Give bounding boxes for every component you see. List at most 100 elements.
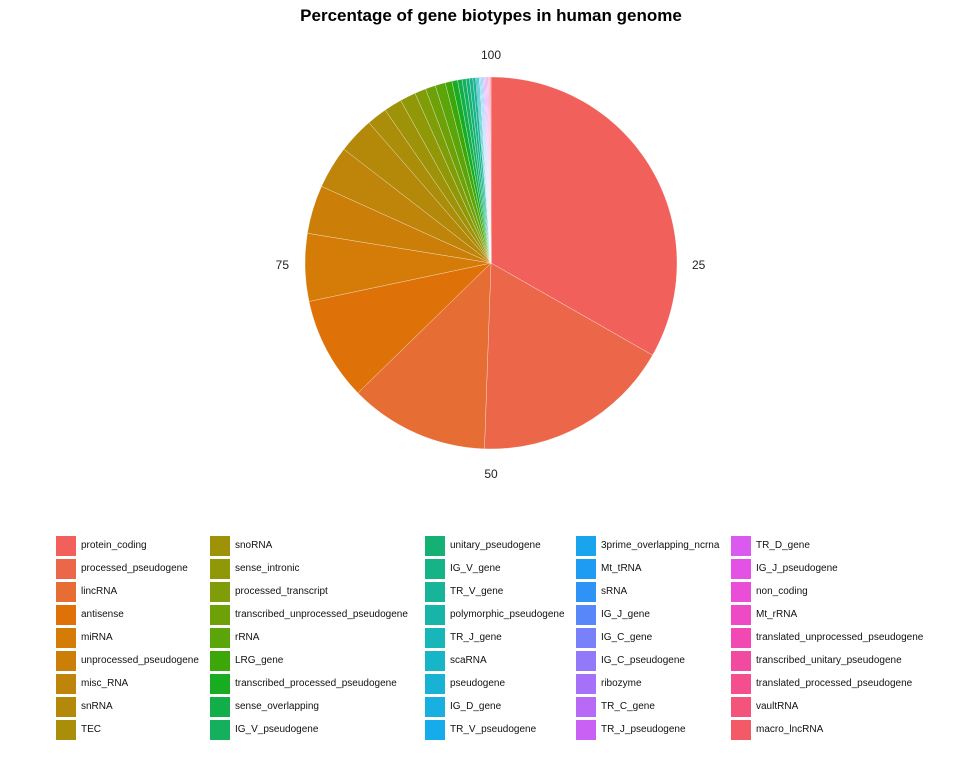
legend-item: protein_coding (56, 536, 316, 559)
legend-key-swatch (56, 536, 76, 556)
legend-key-swatch (425, 628, 445, 648)
legend-key-swatch (425, 651, 445, 671)
legend-item: TR_V_gene (425, 582, 685, 605)
legend-label: snoRNA (235, 540, 273, 551)
legend-key-swatch (425, 605, 445, 625)
legend-item: translated_unprocessed_pseudogene (731, 628, 960, 651)
legend-item: IG_J_gene (576, 605, 836, 628)
legend-key-swatch (210, 720, 230, 740)
legend-item: Mt_rRNA (731, 605, 960, 628)
legend-key-swatch (731, 605, 751, 625)
legend-item: antisense (56, 605, 316, 628)
legend-label: sRNA (601, 586, 628, 597)
legend-item: IG_V_gene (425, 559, 685, 582)
legend-item: TR_C_gene (576, 697, 836, 720)
legend-label: miRNA (81, 632, 113, 643)
legend-key-swatch (56, 559, 76, 579)
legend-key-swatch (731, 628, 751, 648)
pie-slices (304, 76, 678, 450)
legend-key-swatch (576, 697, 596, 717)
legend-key-swatch (210, 536, 230, 556)
legend-label: transcribed_unprocessed_pseudogene (235, 609, 408, 620)
legend-key-swatch (731, 720, 751, 740)
legend-key-swatch (210, 605, 230, 625)
legend-item: snoRNA (210, 536, 470, 559)
legend-item: translated_processed_pseudogene (731, 674, 960, 697)
legend-key-swatch (56, 628, 76, 648)
legend-label: IG_D_gene (450, 701, 502, 712)
legend-item: pseudogene (425, 674, 685, 697)
legend-label: TR_V_pseudogene (450, 724, 537, 735)
legend-label: rRNA (235, 632, 260, 643)
legend-label: antisense (81, 609, 124, 620)
tick-label-75: 75 (276, 258, 290, 272)
legend-item: lincRNA (56, 582, 316, 605)
legend-label: lincRNA (81, 586, 118, 597)
legend-label: transcribed_unitary_pseudogene (756, 655, 902, 666)
legend-item: rRNA (210, 628, 470, 651)
legend-key-swatch (576, 582, 596, 602)
legend-label: IG_J_pseudogene (756, 563, 838, 574)
legend-label: IG_V_gene (450, 563, 501, 574)
legend-key-swatch (731, 582, 751, 602)
pie-slice-processed-pseudogene (484, 262, 653, 450)
legend-item: ribozyme (576, 674, 836, 697)
legend-label: TR_D_gene (756, 540, 810, 551)
legend-key-swatch (425, 720, 445, 740)
legend-item: non_coding (731, 582, 960, 605)
legend-key-swatch (576, 720, 596, 740)
pie-slice-protein-coding (490, 76, 678, 356)
legend-key-swatch (56, 605, 76, 625)
legend-label: sense_overlapping (235, 701, 319, 712)
legend-item: LRG_gene (210, 651, 470, 674)
legend-key-swatch (576, 674, 596, 694)
legend-label: macro_lncRNA (756, 724, 824, 735)
legend-item: TR_V_pseudogene (425, 720, 685, 743)
legend-item: IG_V_pseudogene (210, 720, 470, 743)
pie-chart: 100 25 50 75 (276, 48, 706, 481)
legend-item: miRNA (56, 628, 316, 651)
legend-label: polymorphic_pseudogene (450, 609, 565, 620)
legend-item: processed_pseudogene (56, 559, 316, 582)
legend-item: transcribed_unprocessed_pseudogene (210, 605, 470, 628)
legend-label: TEC (81, 724, 101, 735)
legend-key-swatch (210, 628, 230, 648)
legend-key-swatch (56, 720, 76, 740)
legend-key-swatch (210, 674, 230, 694)
legend-key-swatch (210, 582, 230, 602)
legend-key-swatch (576, 605, 596, 625)
legend-item: processed_transcript (210, 582, 470, 605)
tick-label-100: 100 (481, 48, 501, 62)
legend-label: unitary_pseudogene (450, 540, 541, 551)
legend-item: sense_intronic (210, 559, 470, 582)
legend-item: Mt_tRNA (576, 559, 836, 582)
legend-item: TEC (56, 720, 316, 743)
legend-label: TR_J_pseudogene (601, 724, 686, 735)
tick-label-50: 50 (484, 467, 498, 481)
legend-label: Mt_rRNA (756, 609, 798, 620)
legend-item: unitary_pseudogene (425, 536, 685, 559)
chart-title: Percentage of gene biotypes in human gen… (300, 6, 682, 25)
legend-key-swatch (210, 697, 230, 717)
legend-label: processed_pseudogene (81, 563, 188, 574)
legend-item: scaRNA (425, 651, 685, 674)
legend-key-swatch (56, 582, 76, 602)
legend-item: IG_C_pseudogene (576, 651, 836, 674)
legend-label: IG_C_gene (601, 632, 653, 643)
legend-key-swatch (425, 559, 445, 579)
legend-key-swatch (425, 674, 445, 694)
legend-key-swatch (210, 651, 230, 671)
legend-item: sense_overlapping (210, 697, 470, 720)
legend-label: IG_J_gene (601, 609, 650, 620)
legend-label: translated_unprocessed_pseudogene (756, 632, 924, 643)
legend-key-swatch (576, 536, 596, 556)
legend-key-swatch (425, 582, 445, 602)
legend-label: sense_intronic (235, 563, 300, 574)
pie-slice-macro-lncrna (490, 76, 492, 264)
legend-item: IG_J_pseudogene (731, 559, 960, 582)
legend-label: LRG_gene (235, 655, 284, 666)
legend-item: macro_lncRNA (731, 720, 960, 743)
legend-label: Mt_tRNA (601, 563, 642, 574)
legend-key-swatch (210, 559, 230, 579)
legend-label: scaRNA (450, 655, 487, 666)
